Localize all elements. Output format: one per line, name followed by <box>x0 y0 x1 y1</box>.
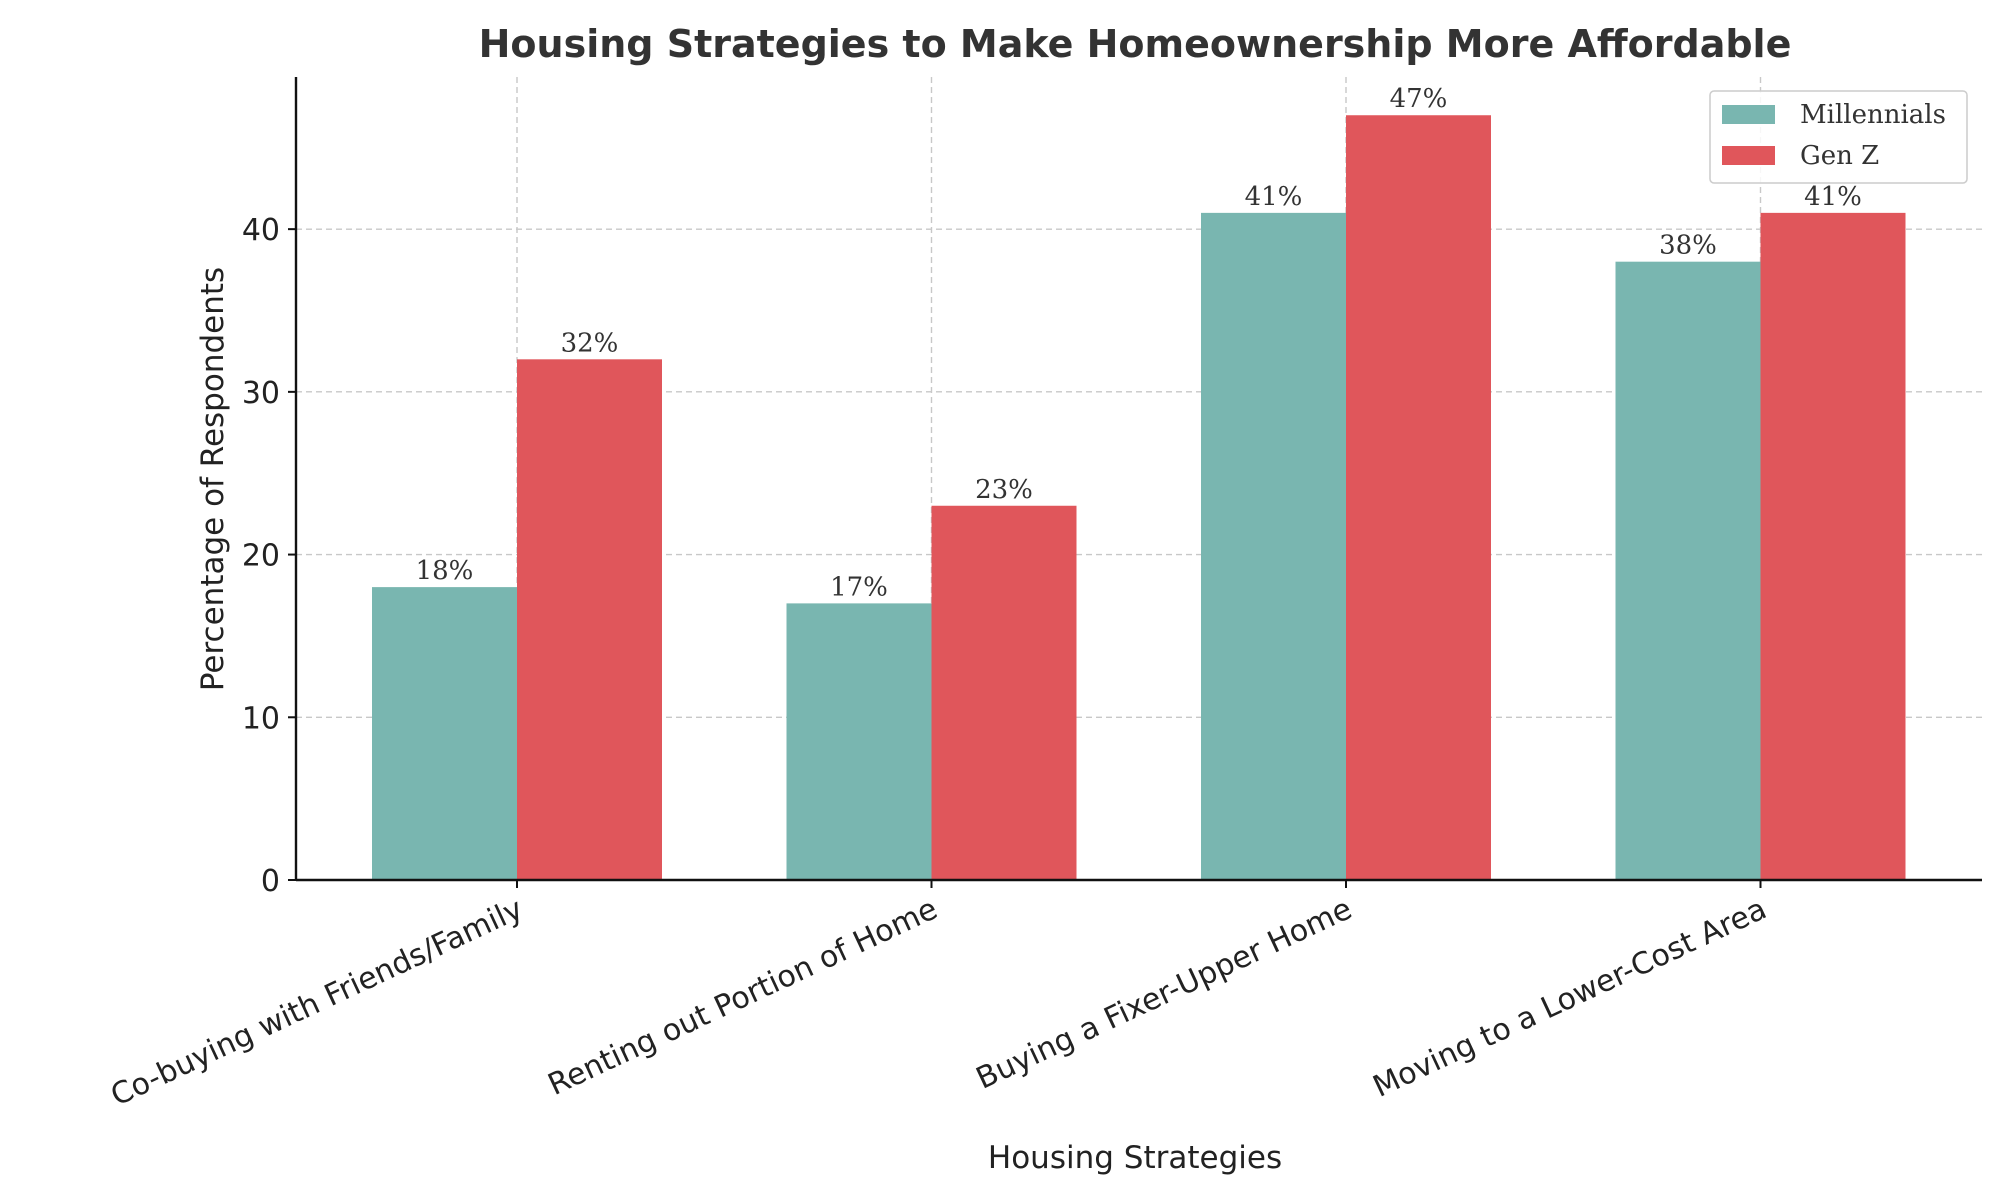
data-label-gen-z-0: 32% <box>561 328 619 358</box>
legend-label-millennials: Millennials <box>1800 100 1946 130</box>
legend-swatch-gen-z <box>1722 146 1775 165</box>
data-label-millennials-3: 38% <box>1659 231 1717 261</box>
y-tick-label-40: 40 <box>242 213 280 248</box>
x-axis-label: Housing Strategies <box>988 1140 1282 1176</box>
y-tick-label-0: 0 <box>261 864 280 899</box>
legend-swatch-millennials <box>1722 105 1775 124</box>
data-label-millennials-1: 17% <box>830 572 888 602</box>
bar-gen-z-2 <box>1346 115 1491 880</box>
data-label-gen-z-2: 47% <box>1390 84 1448 114</box>
data-label-gen-z-3: 41% <box>1804 182 1862 212</box>
y-tick-label-30: 30 <box>242 376 280 411</box>
bar-gen-z-1 <box>931 505 1077 880</box>
bar-millennials-2 <box>1201 212 1346 880</box>
bar-gen-z-3 <box>1760 212 1906 880</box>
bar-millennials-0 <box>372 587 517 880</box>
bars <box>372 115 1906 880</box>
legend: Millennials Gen Z <box>1709 90 1968 184</box>
y-axis-label: Percentage of Respondents <box>195 267 231 691</box>
legend-label-gen-z: Gen Z <box>1800 141 1879 171</box>
x-tick-label-2: Buying a Fixer-Upper Home <box>971 892 1357 1097</box>
x-tick-label-1: Renting out Portion of Home <box>543 892 943 1103</box>
data-label-millennials-2: 41% <box>1245 182 1303 212</box>
data-labels: 18% 17% 41% 38% 32% 23% 47% 41% <box>416 84 1862 602</box>
bar-gen-z-0 <box>517 359 662 880</box>
chart-title: Housing Strategies to Make Homeownership… <box>479 22 1792 66</box>
y-tick-label-10: 10 <box>242 701 280 736</box>
x-tick-label-3: Moving to a Lower-Cost Area <box>1368 892 1772 1105</box>
y-tick-label-20: 20 <box>242 539 280 574</box>
axes <box>294 77 1982 882</box>
data-label-millennials-0: 18% <box>416 556 474 586</box>
bar-millennials-3 <box>1615 261 1761 880</box>
x-tick-label-0: Co-buying with Friends/Family <box>106 892 529 1114</box>
data-label-gen-z-1: 23% <box>975 475 1033 505</box>
bar-millennials-1 <box>786 603 932 880</box>
